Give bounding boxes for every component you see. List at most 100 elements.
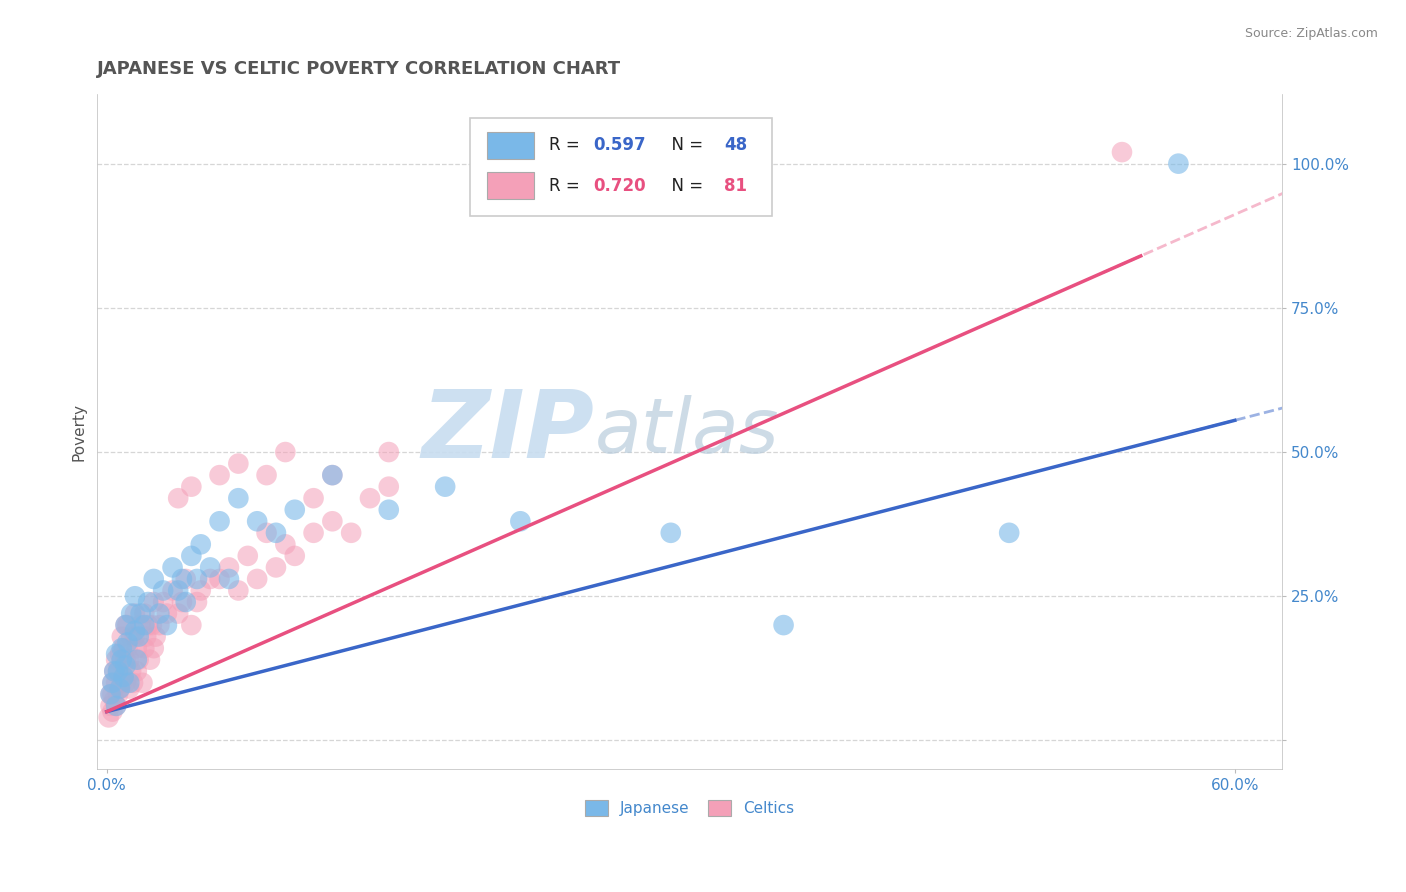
Point xyxy=(111,630,134,644)
Point xyxy=(152,583,174,598)
Point xyxy=(162,560,184,574)
Point xyxy=(117,618,139,632)
Point xyxy=(112,670,135,684)
Point xyxy=(100,698,122,713)
Point xyxy=(156,607,179,621)
Point xyxy=(118,653,141,667)
Point xyxy=(105,653,128,667)
Point xyxy=(134,607,156,621)
Text: 81: 81 xyxy=(724,177,747,194)
Point xyxy=(118,675,141,690)
Point xyxy=(112,641,135,656)
Text: N =: N = xyxy=(661,177,709,194)
Point xyxy=(108,681,131,696)
Point xyxy=(97,710,120,724)
Point xyxy=(128,630,150,644)
Text: 0.720: 0.720 xyxy=(593,177,647,194)
Point xyxy=(190,583,212,598)
Point xyxy=(111,653,134,667)
Point xyxy=(134,641,156,656)
Point xyxy=(103,665,125,679)
Point xyxy=(434,480,457,494)
Point xyxy=(167,491,190,506)
Point xyxy=(186,572,208,586)
FancyBboxPatch shape xyxy=(486,131,534,159)
Point xyxy=(198,572,221,586)
Point xyxy=(170,572,193,586)
Point xyxy=(246,514,269,528)
Point xyxy=(246,572,269,586)
Point xyxy=(1111,145,1133,160)
Point xyxy=(302,491,325,506)
Point xyxy=(101,687,124,701)
Text: R =: R = xyxy=(548,177,585,194)
Point xyxy=(145,630,167,644)
Point xyxy=(228,457,250,471)
Point xyxy=(134,618,156,632)
Point xyxy=(167,583,190,598)
Point xyxy=(174,572,197,586)
Text: N =: N = xyxy=(661,136,709,154)
Point xyxy=(125,641,148,656)
Point xyxy=(148,607,170,621)
Point xyxy=(142,572,165,586)
Point xyxy=(125,665,148,679)
Point xyxy=(321,468,343,483)
Point xyxy=(256,525,278,540)
Point xyxy=(162,583,184,598)
Point xyxy=(284,549,307,563)
Text: ZIP: ZIP xyxy=(422,386,595,478)
Point xyxy=(148,618,170,632)
Point xyxy=(274,445,297,459)
Point xyxy=(236,549,259,563)
Point xyxy=(103,693,125,707)
Point xyxy=(180,618,202,632)
Point xyxy=(218,560,240,574)
Point xyxy=(114,675,136,690)
Point xyxy=(284,502,307,516)
Point xyxy=(112,670,135,684)
Point xyxy=(228,491,250,506)
Point xyxy=(114,653,136,667)
Point xyxy=(321,514,343,528)
Point xyxy=(186,595,208,609)
FancyBboxPatch shape xyxy=(471,118,772,216)
Point xyxy=(120,607,142,621)
Point xyxy=(107,687,129,701)
FancyBboxPatch shape xyxy=(486,172,534,199)
Point xyxy=(103,665,125,679)
Point xyxy=(772,618,794,632)
Point xyxy=(136,618,159,632)
Point xyxy=(100,687,122,701)
Point xyxy=(114,658,136,673)
Point xyxy=(117,641,139,656)
Point xyxy=(111,675,134,690)
Point xyxy=(125,653,148,667)
Point xyxy=(100,687,122,701)
Point xyxy=(131,675,153,690)
Point xyxy=(107,665,129,679)
Point xyxy=(302,525,325,540)
Point xyxy=(111,641,134,656)
Point xyxy=(105,675,128,690)
Text: atlas: atlas xyxy=(595,395,779,469)
Point xyxy=(111,653,134,667)
Point xyxy=(180,549,202,563)
Point xyxy=(264,525,287,540)
Point xyxy=(105,647,128,661)
Point xyxy=(340,525,363,540)
Point xyxy=(509,514,531,528)
Point xyxy=(321,468,343,483)
Point xyxy=(107,665,129,679)
Point xyxy=(378,502,401,516)
Point xyxy=(101,675,124,690)
Point xyxy=(114,618,136,632)
Point xyxy=(136,595,159,609)
Point xyxy=(129,618,152,632)
Text: Source: ZipAtlas.com: Source: ZipAtlas.com xyxy=(1244,27,1378,40)
Point xyxy=(129,607,152,621)
Point xyxy=(120,630,142,644)
Point xyxy=(218,572,240,586)
Point xyxy=(135,630,157,644)
Point xyxy=(117,635,139,649)
